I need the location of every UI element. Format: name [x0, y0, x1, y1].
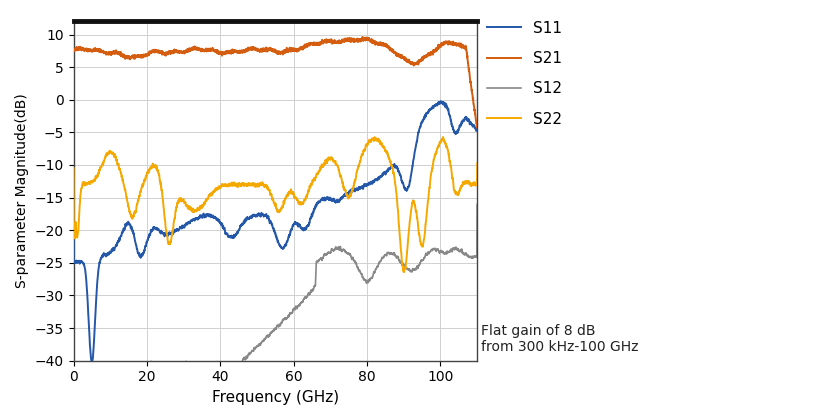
- Line: S21: S21: [74, 37, 477, 128]
- S22: [472, 161, 482, 166]
- S12: [472, 202, 482, 207]
- S11: [464, 120, 474, 125]
- S12: [241, 355, 251, 360]
- S21: [241, 47, 251, 52]
- S11: [435, 99, 445, 104]
- S11: [420, 113, 430, 118]
- S11: [138, 250, 148, 255]
- S22: [69, 166, 79, 171]
- S21: [357, 34, 367, 39]
- S21: [472, 125, 482, 130]
- S12: [138, 360, 148, 365]
- Legend: S11, S21, S12, S22: S11, S21, S12, S22: [481, 15, 568, 133]
- S22: [399, 270, 409, 275]
- Line: S12: S12: [74, 205, 477, 364]
- S11: [472, 119, 482, 124]
- Text: Flat gain of 8 dB
from 300 kHz-100 GHz: Flat gain of 8 dB from 300 kHz-100 GHz: [481, 324, 638, 354]
- Line: S22: S22: [74, 137, 477, 272]
- S12: [69, 229, 79, 234]
- S22: [437, 135, 447, 140]
- S22: [420, 219, 430, 224]
- S21: [420, 52, 430, 58]
- S12: [224, 361, 233, 366]
- S11: [224, 234, 233, 239]
- X-axis label: Frequency (GHz): Frequency (GHz): [211, 390, 338, 405]
- S21: [138, 54, 148, 59]
- S21: [223, 50, 233, 55]
- S22: [138, 181, 148, 186]
- S12: [464, 255, 473, 260]
- S11: [241, 216, 251, 221]
- S12: [115, 361, 124, 366]
- S22: [241, 183, 251, 188]
- S12: [69, 362, 79, 367]
- S22: [223, 184, 233, 189]
- S21: [69, 46, 79, 51]
- S11: [115, 238, 124, 243]
- S21: [115, 52, 124, 57]
- S21: [464, 69, 473, 74]
- Y-axis label: S-parameter Magnitude(dB): S-parameter Magnitude(dB): [15, 94, 29, 289]
- S11: [69, 178, 79, 183]
- S11: [87, 358, 97, 363]
- Line: S11: S11: [74, 101, 477, 361]
- S22: [115, 167, 124, 172]
- S12: [420, 251, 430, 256]
- S22: [464, 181, 474, 186]
